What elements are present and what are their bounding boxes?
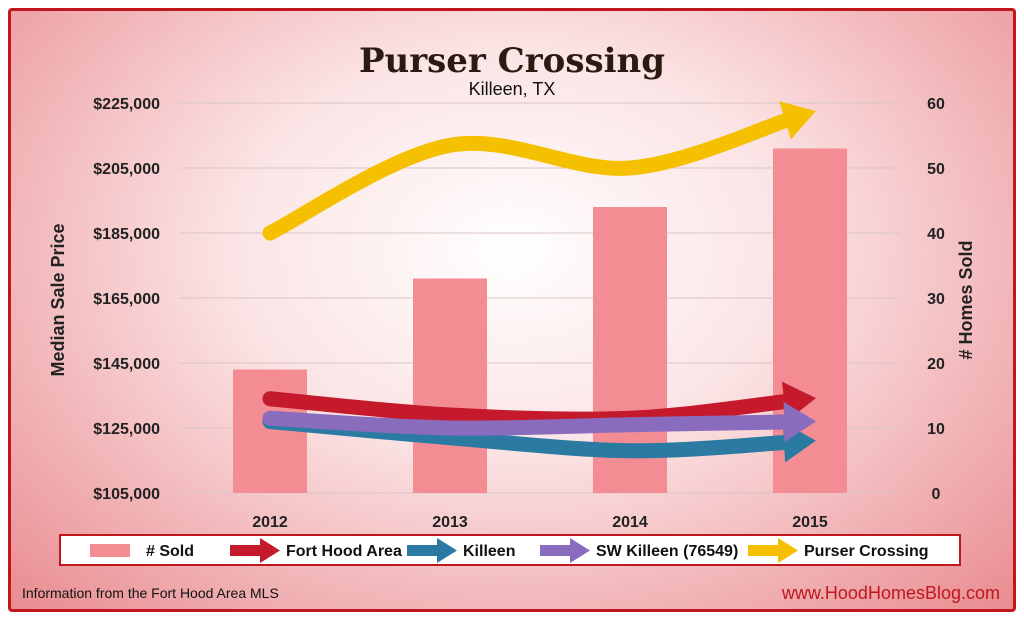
x-tick-label: 2013 — [432, 514, 468, 531]
left-tick-label: $145,000 — [93, 356, 160, 373]
right-tick-label: 30 — [927, 291, 945, 308]
right-axis-ticks: 0 10 20 30 40 50 60 — [927, 96, 945, 503]
legend-arrow-icon — [260, 538, 280, 563]
left-tick-label: $105,000 — [93, 486, 160, 503]
x-tick-label: 2015 — [792, 514, 828, 531]
legend-arrow-icon — [778, 538, 798, 563]
y-axis-left-label: Median Sale Price — [48, 223, 68, 376]
legend-label: # Sold — [146, 543, 194, 560]
legend-label: SW Killeen (76549) — [596, 543, 738, 560]
line-fort-hood-area — [262, 391, 800, 427]
legend-label: Fort Hood Area — [286, 543, 402, 560]
lines — [262, 101, 816, 463]
right-tick-label: 50 — [927, 161, 945, 178]
legend: # Sold Fort Hood Area Killeen SW Killeen (7… — [90, 538, 928, 563]
left-axis-ticks: $105,000 $125,000 $145,000 $165,000 $185,000… — [93, 96, 160, 503]
right-tick-label: 0 — [932, 486, 941, 503]
legend-box — [59, 534, 961, 566]
right-tick-label: 20 — [927, 356, 945, 373]
x-axis-ticks: 2012 2013 2014 2015 — [252, 514, 828, 531]
legend-label: Purser Crossing — [804, 543, 928, 560]
left-tick-label: $185,000 — [93, 226, 160, 243]
x-tick-label: 2014 — [612, 514, 648, 531]
line-purser-crossing — [262, 110, 801, 241]
chart-title: Purser Crossing — [359, 41, 665, 81]
chart-frame — [8, 8, 1016, 612]
legend-arrow-icon — [570, 538, 590, 563]
left-tick-label: $125,000 — [93, 421, 160, 438]
legend-label: Killeen — [463, 543, 515, 560]
chart-subtitle: Killeen, TX — [469, 79, 556, 99]
x-tick-label: 2012 — [252, 514, 288, 531]
legend-swatch — [540, 545, 570, 556]
y-axis-right-label: # Homes Sold — [956, 240, 976, 359]
left-tick-label: $205,000 — [93, 161, 160, 178]
legend-swatch — [407, 545, 437, 556]
website-link[interactable]: www.HoodHomesBlog.com — [781, 583, 1000, 603]
right-tick-label: 60 — [927, 96, 945, 113]
arrowhead-purser-crossing — [779, 101, 816, 140]
legend-arrow-icon — [437, 538, 457, 563]
line-sw-killeen-76549 — [262, 410, 800, 436]
right-tick-label: 40 — [927, 226, 945, 243]
legend-swatch — [748, 545, 778, 556]
left-tick-label: $165,000 — [93, 291, 160, 308]
right-tick-label: 10 — [927, 421, 945, 438]
arrowhead-sw-killeen-76549 — [783, 401, 816, 442]
bar-sold — [413, 278, 487, 493]
source-note: Information from the Fort Hood Area MLS — [22, 585, 279, 601]
legend-swatch — [230, 545, 260, 556]
legend-swatch-sold — [90, 544, 130, 557]
left-tick-label: $225,000 — [93, 96, 160, 113]
